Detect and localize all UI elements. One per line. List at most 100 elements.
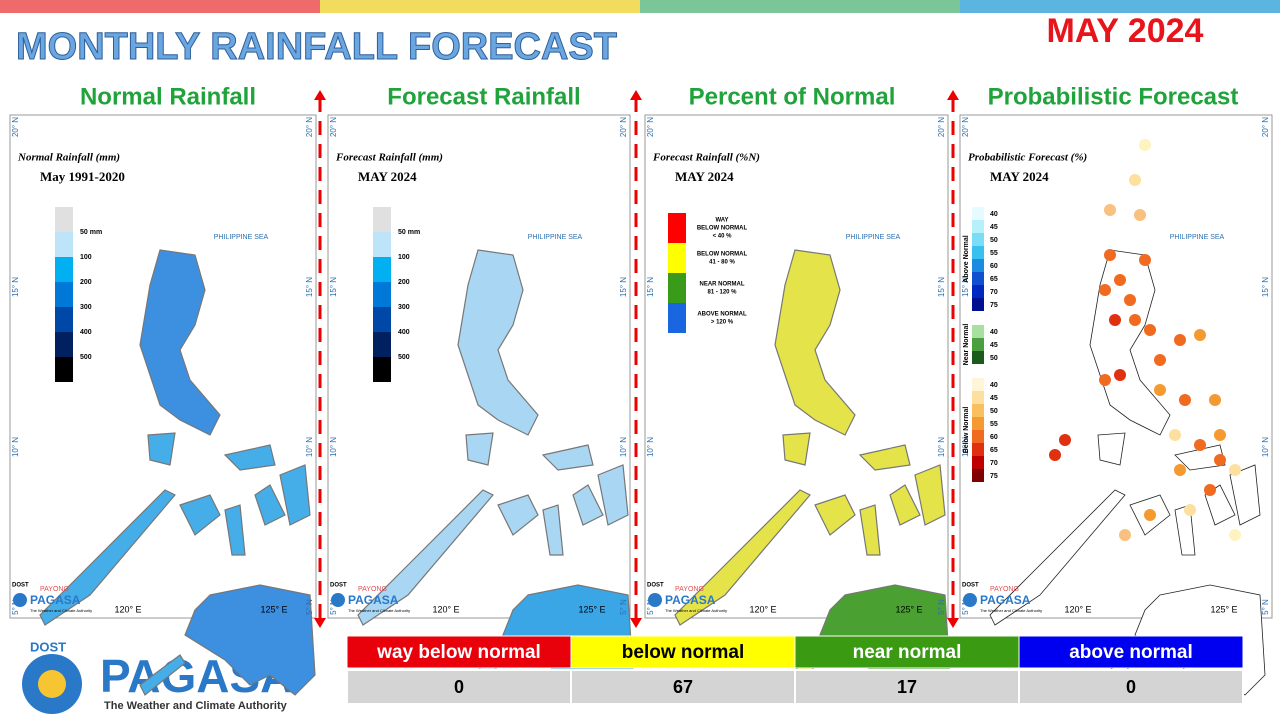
- panel-logo-payong: PAYONG: [358, 586, 387, 593]
- legend-swatch: [668, 243, 686, 273]
- legend-label: 300: [398, 304, 410, 311]
- panel-title: Normal Rainfall: [80, 83, 256, 110]
- probability-dot: [1109, 314, 1121, 326]
- legend-swatch: [972, 456, 984, 469]
- panel-logo-icon: [648, 593, 662, 607]
- island: [279, 464, 311, 526]
- island: [139, 249, 221, 436]
- legend-label: 40: [990, 211, 998, 218]
- panel-logo-pagasa: PAGASA: [30, 593, 81, 607]
- legend-swatch: [55, 332, 73, 357]
- legend-label: 75: [990, 302, 998, 309]
- lat-label: 15° N: [329, 277, 338, 297]
- table-header-cell: [346, 635, 572, 669]
- panel-logo-payong: PAYONG: [990, 586, 1019, 593]
- panel-logo-tagline: The Weather and Climate Authority: [30, 608, 92, 613]
- legend-label: 65: [990, 447, 998, 454]
- probability-dot: [1229, 464, 1241, 476]
- map-panel: Forecast Rainfall (%N) MAY 2024 PHILIPPINE…: [644, 114, 951, 696]
- lat-label: 20° N: [619, 117, 628, 137]
- divider-arrow: [314, 90, 326, 100]
- probability-dot: [1134, 209, 1146, 221]
- legend-swatch: [668, 213, 686, 243]
- panel-logo-tagline: The Weather and Climate Authority: [665, 608, 727, 613]
- lat-label: 10° N: [329, 437, 338, 457]
- panel-title: Forecast Rainfall: [387, 83, 580, 110]
- legend-label: 60: [990, 434, 998, 441]
- lat-label: 20° N: [646, 117, 655, 137]
- divider-arrow: [947, 618, 959, 628]
- legend-label: 50: [990, 355, 998, 362]
- island: [814, 494, 856, 536]
- legend-label: 400: [398, 329, 410, 336]
- legend-swatch: [972, 430, 984, 443]
- probability-dot: [1139, 254, 1151, 266]
- lat-label: 20° N: [329, 117, 338, 137]
- island: [1089, 249, 1171, 436]
- island: [597, 464, 629, 526]
- probability-dot: [1059, 434, 1071, 446]
- legend-swatch: [972, 298, 984, 311]
- legend-swatch: [55, 357, 73, 382]
- panel-logo-pagasa: PAGASA: [980, 593, 1031, 607]
- panel-logo-dost: DOST: [647, 583, 664, 589]
- panel-logo-dost: DOST: [962, 583, 979, 589]
- lat-label: 15° N: [646, 277, 655, 297]
- logo-dost: DOST: [30, 639, 66, 654]
- table-cell: [1018, 669, 1244, 705]
- island: [914, 464, 946, 526]
- lat-label: 5° N: [619, 599, 628, 615]
- map-subtitle: MAY 2024: [990, 169, 1049, 184]
- lat-label: 20° N: [1261, 117, 1270, 137]
- legend-swatch: [972, 417, 984, 430]
- panel-title: Percent of Normal: [689, 83, 896, 110]
- lat-label: 5° N: [11, 599, 20, 615]
- lat-label: 5° N: [329, 599, 338, 615]
- legend-label: 100: [80, 254, 92, 261]
- legend-swatch: [373, 232, 391, 257]
- island: [782, 432, 811, 466]
- legend-label: 50: [990, 237, 998, 244]
- lat-label: 5° N: [937, 599, 946, 615]
- island: [774, 249, 856, 436]
- map-subtitle: MAY 2024: [675, 169, 734, 184]
- legend-label: WAY: [715, 218, 728, 224]
- lon-label: 120° E: [114, 604, 141, 614]
- probability-dot: [1099, 284, 1111, 296]
- legend-label: 300: [80, 304, 92, 311]
- stripe: [960, 0, 1280, 13]
- island: [224, 504, 246, 556]
- probability-dot: [1174, 464, 1186, 476]
- island: [147, 432, 176, 466]
- table-header: below normal: [622, 642, 744, 663]
- legend-label: 60: [990, 263, 998, 270]
- lat-label: 5° N: [961, 599, 970, 615]
- legend-label: 75: [990, 473, 998, 480]
- map-title: Probabilistic Forecast (%): [968, 152, 1087, 164]
- panel-logo-tagline: The Weather and Climate Authority: [348, 608, 410, 613]
- map-subtitle: MAY 2024: [358, 169, 417, 184]
- island: [465, 432, 494, 466]
- stripe: [320, 0, 640, 13]
- legend-label: 200: [80, 279, 92, 286]
- date: MAY 2024: [1047, 12, 1204, 50]
- legend-label: 81 - 120 %: [707, 290, 737, 296]
- legend-label: 500: [80, 354, 92, 361]
- probability-dot: [1209, 394, 1221, 406]
- legend-label: 500: [398, 354, 410, 361]
- island: [1229, 464, 1261, 526]
- legend-swatch: [972, 404, 984, 417]
- lat-label: 20° N: [305, 117, 314, 137]
- lat-label: 10° N: [11, 437, 20, 457]
- island: [179, 494, 221, 536]
- probability-dot: [1124, 294, 1136, 306]
- island: [357, 489, 494, 626]
- probability-dot: [1184, 504, 1196, 516]
- legend-swatch: [373, 307, 391, 332]
- legend-label: 50 mm: [80, 229, 102, 236]
- map-title: Forecast Rainfall (mm): [335, 152, 443, 164]
- panel-logo-tagline: The Weather and Climate Authority: [980, 608, 1042, 613]
- legend-swatch: [55, 282, 73, 307]
- panel-title: Probabilistic Forecast: [988, 83, 1239, 110]
- island: [989, 489, 1126, 626]
